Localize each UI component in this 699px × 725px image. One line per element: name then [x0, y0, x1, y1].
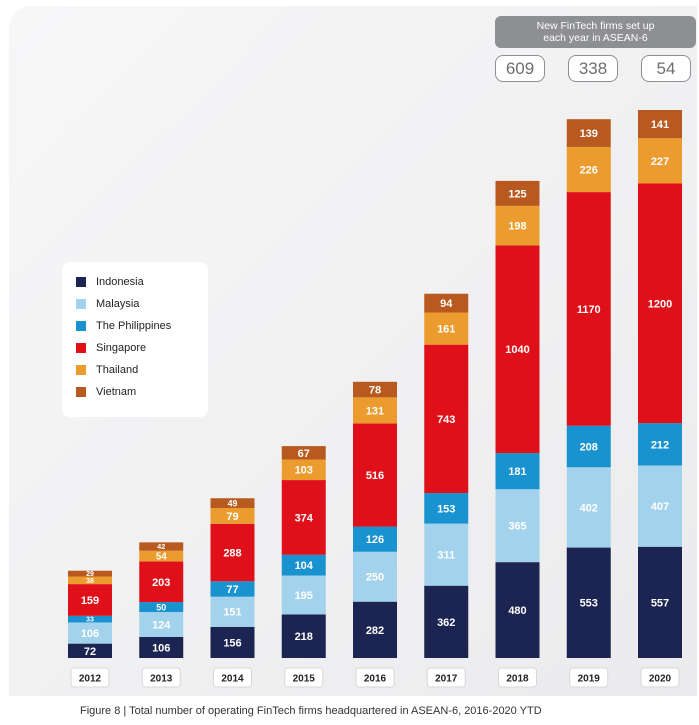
legend-label-thailand: Thailand	[96, 364, 138, 376]
x-tick-label-2015: 2015	[293, 674, 316, 685]
data-label-2013-indonesia: 106	[152, 642, 170, 654]
data-label-2018-indonesia: 480	[508, 605, 526, 617]
legend-item-singapore: Singapore	[76, 341, 146, 355]
x-tick-label-2019: 2019	[578, 674, 601, 685]
legend-label-singapore: Singapore	[96, 342, 146, 354]
data-label-2019-vietnam: 139	[580, 128, 598, 140]
new-firms-callout-text: New FinTech firms set up each year in AS…	[536, 20, 656, 44]
data-label-2018-singapore: 1040	[505, 344, 529, 356]
data-label-2020-singapore: 1200	[648, 298, 672, 310]
data-label-2014-vietnam: 49	[228, 498, 238, 508]
legend-label-vietnam: Vietnam	[96, 386, 136, 398]
data-label-2013-thailand: 54	[156, 552, 167, 563]
legend-item-philippines: The Philippines	[76, 319, 171, 333]
data-label-2018-the-philippines: 181	[508, 466, 526, 478]
legend-swatch-indonesia	[76, 277, 86, 287]
data-label-2012-the-philippines: 33	[86, 617, 94, 624]
data-label-2018-vietnam: 125	[508, 188, 526, 200]
legend-swatch-vietnam	[76, 387, 86, 397]
data-label-2017-indonesia: 362	[437, 617, 455, 629]
new-firms-count-2019: 338	[568, 55, 618, 82]
data-label-2018-malaysia: 365	[508, 521, 526, 533]
new-firms-count-2018: 609	[495, 55, 545, 82]
x-tick-label-2018: 2018	[506, 674, 529, 685]
data-label-2017-malaysia: 311	[437, 550, 455, 562]
x-tick-label-2016: 2016	[364, 674, 387, 685]
legend-item-malaysia: Malaysia	[76, 297, 139, 311]
data-label-2015-thailand: 103	[295, 465, 313, 477]
data-label-2012-malaysia: 106	[81, 628, 99, 640]
data-label-2014-thailand: 79	[226, 511, 238, 523]
data-label-2016-malaysia: 250	[366, 572, 384, 584]
data-label-2017-singapore: 743	[437, 414, 455, 426]
data-label-2015-indonesia: 218	[295, 631, 313, 643]
data-label-2016-thailand: 131	[366, 405, 384, 417]
data-label-2012-indonesia: 72	[84, 646, 96, 658]
data-label-2014-indonesia: 156	[223, 637, 241, 649]
data-label-2015-singapore: 374	[295, 512, 314, 524]
data-label-2019-thailand: 226	[580, 164, 598, 176]
x-tick-label-2020: 2020	[649, 674, 672, 685]
data-label-2020-thailand: 227	[651, 156, 669, 168]
legend: Indonesia Malaysia The Philippines Singa…	[62, 262, 208, 417]
new-firms-count-2020: 54	[641, 55, 691, 82]
data-label-2015-the-philippines: 104	[295, 560, 314, 572]
legend-swatch-thailand	[76, 365, 86, 375]
data-label-2012-vietnam: 29	[86, 571, 94, 578]
legend-label-indonesia: Indonesia	[96, 276, 144, 288]
data-label-2017-vietnam: 94	[440, 298, 453, 310]
data-label-2015-malaysia: 195	[295, 590, 313, 602]
legend-item-thailand: Thailand	[76, 363, 138, 377]
x-tick-label-2017: 2017	[435, 674, 458, 685]
data-label-2014-malaysia: 151	[223, 607, 241, 619]
x-tick-label-2013: 2013	[150, 674, 173, 685]
data-label-2017-the-philippines: 153	[437, 503, 455, 515]
data-label-2012-singapore: 159	[81, 595, 99, 607]
data-label-2016-singapore: 516	[366, 470, 384, 482]
data-label-2019-the-philippines: 208	[580, 441, 598, 453]
legend-swatch-singapore	[76, 343, 86, 353]
legend-item-indonesia: Indonesia	[76, 275, 144, 289]
legend-swatch-malaysia	[76, 299, 86, 309]
data-label-2016-indonesia: 282	[366, 625, 384, 637]
data-label-2015-vietnam: 67	[298, 448, 310, 460]
data-label-2020-the-philippines: 212	[651, 439, 669, 451]
data-label-2020-indonesia: 557	[651, 597, 669, 609]
data-label-2014-singapore: 288	[223, 548, 241, 560]
data-label-2013-singapore: 203	[152, 577, 170, 589]
data-label-2013-the-philippines: 50	[156, 602, 166, 612]
legend-label-philippines: The Philippines	[96, 320, 171, 332]
data-label-2013-malaysia: 124	[152, 619, 171, 631]
legend-swatch-philippines	[76, 321, 86, 331]
data-label-2013-vietnam: 42	[157, 542, 165, 551]
x-tick-label-2014: 2014	[221, 674, 244, 685]
data-label-2020-vietnam: 141	[651, 119, 669, 131]
data-label-2014-the-philippines: 77	[226, 584, 238, 596]
data-label-2012-thailand: 38	[86, 578, 94, 585]
new-firms-callout: New FinTech firms set up each year in AS…	[495, 16, 696, 48]
figure-caption: Figure 8 | Total number of operating Fin…	[80, 705, 542, 717]
data-label-2019-malaysia: 402	[580, 502, 598, 514]
data-label-2019-singapore: 1170	[577, 304, 601, 316]
data-label-2016-the-philippines: 126	[366, 534, 384, 546]
data-label-2019-indonesia: 553	[580, 598, 598, 610]
data-label-2017-thailand: 161	[437, 324, 455, 336]
data-label-2020-malaysia: 407	[651, 501, 669, 513]
legend-label-malaysia: Malaysia	[96, 298, 139, 310]
data-label-2016-vietnam: 78	[369, 385, 381, 397]
data-label-2018-thailand: 198	[508, 221, 526, 233]
legend-item-vietnam: Vietnam	[76, 385, 136, 399]
x-tick-label-2012: 2012	[79, 674, 102, 685]
